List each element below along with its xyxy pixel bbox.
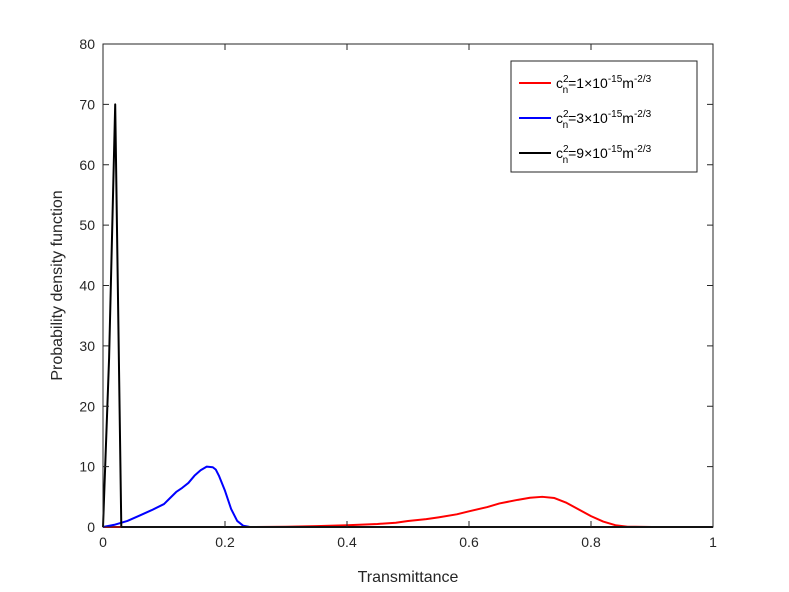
legend-subscript: n <box>563 155 569 166</box>
legend-unit-exponent: -2/3 <box>634 144 652 155</box>
y-tick-label: 60 <box>79 157 95 173</box>
legend-superscript: 2 <box>563 109 569 120</box>
legend-unit-exponent: -2/3 <box>634 109 652 120</box>
y-tick-label: 70 <box>79 96 95 112</box>
y-tick-label: 30 <box>79 338 95 354</box>
legend-unit: m <box>622 145 634 161</box>
legend-base: c <box>556 110 563 126</box>
legend-exponent: -15 <box>608 144 623 155</box>
legend-exponent: -15 <box>608 74 623 85</box>
x-tick-label: 0.4 <box>337 534 357 550</box>
legend-label-2: c2 n=3×10-15m-2/3 <box>556 109 652 131</box>
legend-unit-exponent: -2/3 <box>634 74 652 85</box>
legend-unit: m <box>622 110 634 126</box>
legend-superscript: 2 <box>563 144 569 155</box>
legend-coefficient: =3×10 <box>568 110 608 126</box>
legend-coefficient: =9×10 <box>568 145 608 161</box>
y-tick-label: 80 <box>79 36 95 52</box>
series-line-1 <box>103 495 713 528</box>
x-tick-label: 1 <box>709 534 717 550</box>
x-tick-label: 0.2 <box>215 534 235 550</box>
legend-label-3: c2 n=9×10-15m-2/3 <box>556 144 652 166</box>
legend-unit: m <box>622 75 634 91</box>
x-tick-label: 0.6 <box>459 534 479 550</box>
x-tick-label: 0 <box>99 534 107 550</box>
x-axis-label: Transmittance <box>358 569 459 586</box>
legend-coefficient: =1×10 <box>568 75 608 91</box>
legend-base: c <box>556 75 563 91</box>
x-tick-label: 0.8 <box>581 534 601 550</box>
series-line-2 <box>102 465 713 528</box>
legend-subscript: n <box>563 85 569 96</box>
legend-label-1: c2 n=1×10-15m-2/3 <box>556 74 652 96</box>
legend-base: c <box>556 145 563 161</box>
legend: c2 n=1×10-15m-2/3c2 n=3×10-15m-2/3c2 n=9×10… <box>510 60 698 173</box>
legend-exponent: -15 <box>608 109 623 120</box>
y-tick-label: 0 <box>87 519 95 535</box>
y-tick-label: 50 <box>79 217 95 233</box>
y-axis-label: Probability density function <box>49 190 66 380</box>
y-tick-label: 40 <box>79 278 95 294</box>
legend-superscript: 2 <box>563 74 569 85</box>
y-tick-label: 20 <box>79 398 95 414</box>
y-tick-label: 10 <box>79 459 95 475</box>
legend-subscript: n <box>563 120 569 131</box>
